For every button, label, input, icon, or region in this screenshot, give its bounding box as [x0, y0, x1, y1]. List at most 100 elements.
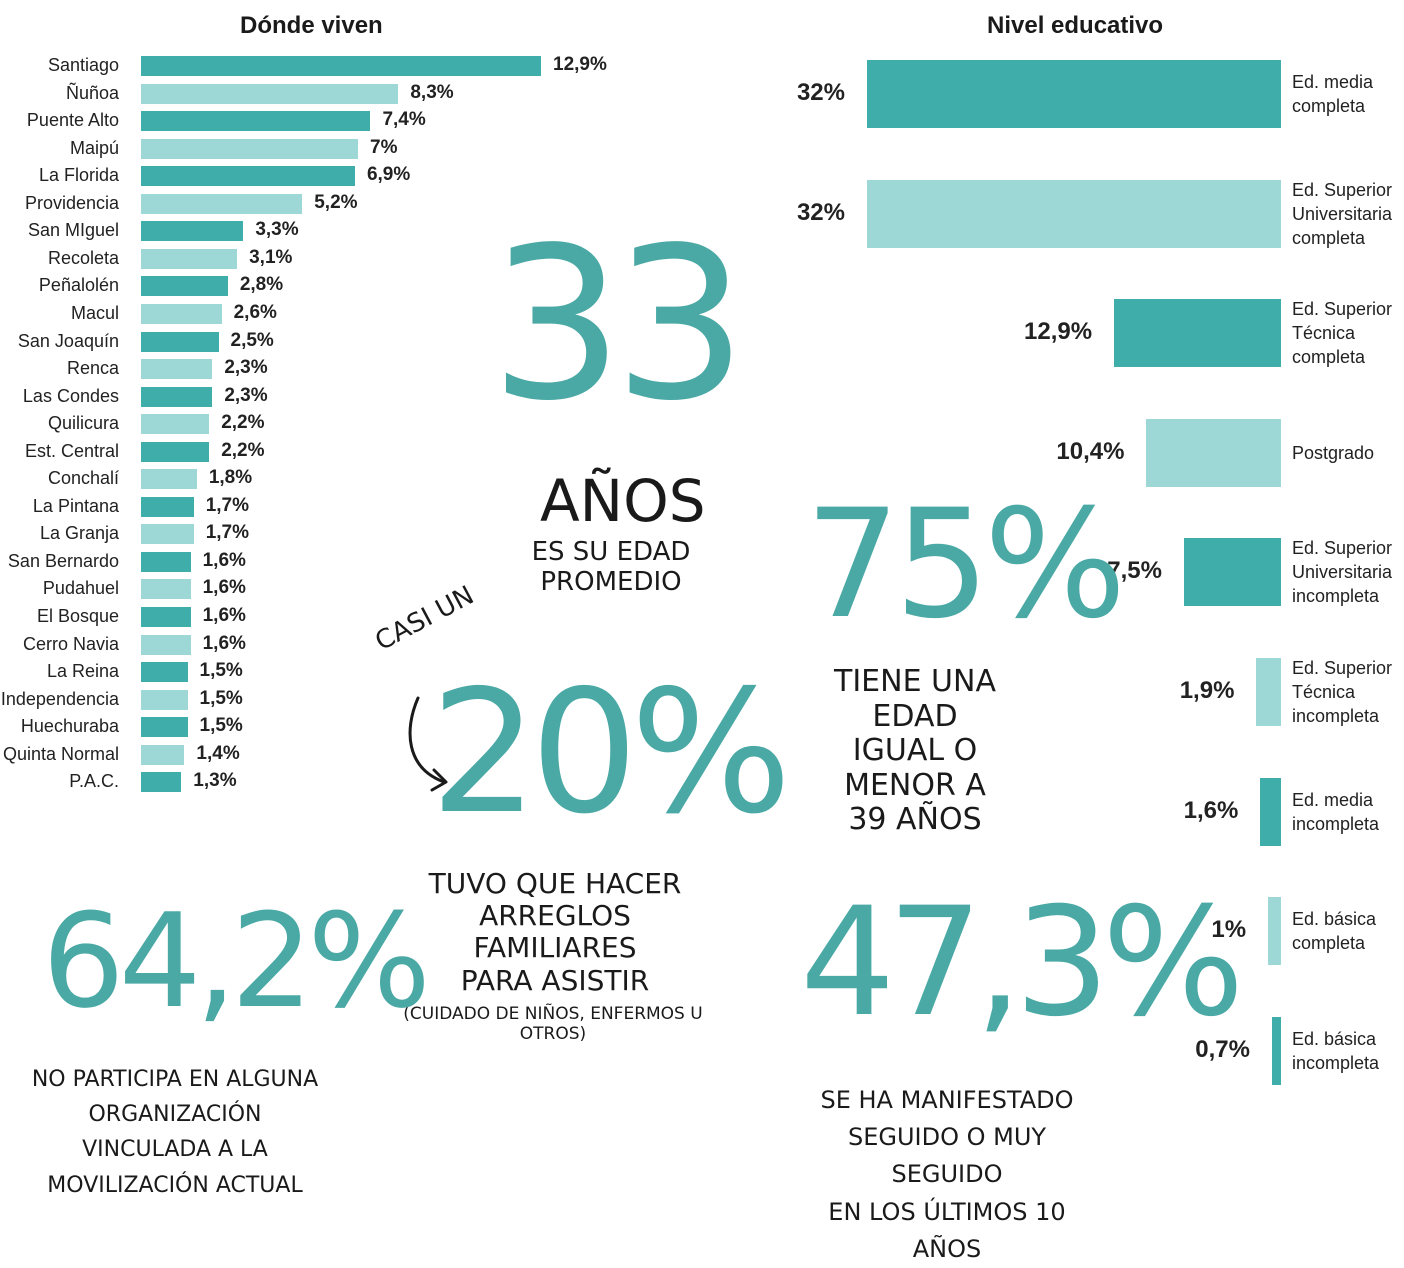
value-label: 1,6%: [202, 549, 246, 571]
category-label-line: Universitaria: [1292, 203, 1393, 224]
bar: [141, 166, 355, 187]
value-label: 3,1%: [249, 246, 293, 268]
bar: [867, 60, 1281, 128]
bar: [141, 83, 399, 104]
category-label: La Reina: [46, 661, 119, 682]
category-label: El Bosque: [36, 606, 119, 626]
category-label: Postgrado: [1292, 441, 1374, 465]
bar: [141, 276, 228, 297]
bar: [141, 634, 191, 655]
category-label-line: Ed. básica: [1292, 909, 1377, 930]
bar: [1114, 299, 1281, 368]
bar: [1146, 418, 1281, 487]
value-label: 1,5%: [199, 715, 243, 737]
category-label: Ed. Superior Técnica completa: [1292, 297, 1392, 369]
category-label: Huechuraba: [20, 716, 119, 737]
stat-average-age-caption: ES SU EDAD PROMEDIO: [531, 537, 691, 597]
value-label: 1,9%: [1179, 677, 1235, 704]
value-label: 1%: [1211, 916, 1247, 944]
category-label: San MIguel: [27, 220, 119, 241]
category-label: P.A.C.: [69, 771, 119, 792]
category-label-line: completa: [1292, 96, 1366, 116]
donde-viven-chart: Santiago 12,9% Ñuñoa 8,3% Puente Alto 7,4% Mai…: [0, 54, 607, 793]
category-label: Ed. media incompleta: [1292, 788, 1379, 836]
category-label: Maipú: [69, 137, 119, 158]
value-label: 1,5%: [199, 687, 243, 709]
value-label: 7,4%: [382, 109, 426, 131]
value-label: 7%: [370, 136, 398, 158]
value-label: 0,7%: [1195, 1035, 1250, 1063]
bar: [141, 579, 191, 600]
category-label: Ed. media completa: [1292, 70, 1373, 118]
stat-no-organization-caption: NO PARTICIPA EN ALGUNA ORGANIZACIÓN VINC…: [30, 1062, 320, 1203]
category-label-line: incompleta: [1292, 706, 1380, 726]
bar: [141, 551, 191, 572]
category-label-line: Ed. Superior: [1292, 538, 1393, 559]
caption-line: SEGUIDO O MUY SEGUIDO: [847, 1123, 1047, 1189]
category-label-line: completa: [1292, 933, 1366, 954]
category-label: Renca: [66, 358, 119, 379]
category-label-line: incompleta: [1292, 813, 1380, 834]
category-label: Independencia: [0, 688, 119, 709]
category-label-line: Técnica: [1292, 682, 1356, 702]
bar: [1256, 658, 1281, 726]
stat-under-39-caption: TIENE UNA EDAD IGUAL O MENOR A 39 AÑOS: [800, 664, 1030, 838]
caption-line: ARREGLOS FAMILIARES: [473, 899, 637, 965]
value-label: 10,4%: [1056, 437, 1125, 465]
category-label-line: Ed. básica: [1292, 1028, 1377, 1049]
stat-average-age-unit: AÑOS: [540, 467, 706, 535]
category-label-line: Ed. Superior: [1292, 658, 1393, 678]
category-label-line: Ed. media: [1292, 789, 1374, 810]
value-label: 7,5%: [1107, 557, 1162, 585]
bar: [141, 414, 210, 435]
category-label: San Joaquín: [17, 330, 119, 351]
category-label: Pudahuel: [42, 578, 119, 599]
caption-line: TIENE UNA EDAD: [834, 664, 996, 734]
bar: [1260, 777, 1281, 846]
caption-line: 39 AÑOS: [848, 802, 982, 837]
caption-line: NO PARTICIPA EN ALGUNA: [31, 1067, 319, 1092]
value-label: 1,6%: [202, 605, 246, 626]
bar: [141, 524, 194, 545]
stat-arrangements-caption: TUVO QUE HACER ARREGLOS FAMILIARES PARA …: [400, 867, 710, 997]
value-label: 12,9%: [1024, 318, 1093, 346]
category-label: La Pintana: [32, 495, 119, 516]
category-label-line: completa: [1292, 227, 1366, 248]
category-label: La Granja: [39, 523, 119, 544]
category-label: Santiago: [47, 55, 119, 75]
bar: [141, 386, 213, 407]
bar: [141, 469, 197, 490]
bar: [141, 56, 541, 76]
caption-line: ORGANIZACIÓN VINCULADA A LA: [82, 1102, 268, 1163]
bar: [141, 744, 185, 765]
bar: [141, 689, 188, 710]
bar: [141, 717, 188, 738]
stat-under-39-number: 75%: [805, 478, 1126, 652]
value-label: 6,9%: [366, 164, 411, 186]
bar: [141, 607, 191, 627]
caption-line: IGUAL O MENOR A: [844, 733, 986, 803]
value-label: 2,5%: [230, 329, 274, 351]
bar: [1268, 897, 1281, 966]
value-label: 32%: [796, 79, 845, 106]
value-label: 2,2%: [221, 412, 265, 434]
value-label: 1,6%: [1183, 796, 1239, 824]
curved-arrow-icon: [408, 696, 448, 792]
bar: [141, 359, 213, 380]
category-label-line: Postgrado: [1292, 442, 1375, 463]
bar: [141, 772, 182, 793]
stat-protests-caption: SE HA MANIFESTADO SEGUIDO O MUY SEGUIDO …: [812, 1082, 1082, 1268]
category-label: Quilicura: [47, 413, 119, 434]
category-label-line: Técnica: [1292, 323, 1356, 344]
category-label: Ñuñoa: [65, 82, 119, 103]
value-label: 2,3%: [224, 384, 268, 406]
category-label: Las Condes: [22, 385, 119, 406]
chart-title-donde-viven: Dónde viven: [240, 12, 383, 39]
value-label: 1,6%: [202, 632, 246, 654]
value-label: 1,8%: [208, 467, 253, 489]
category-label: Conchalí: [47, 468, 119, 489]
stat-no-organization-number: 64,2%: [42, 885, 431, 1037]
stat-average-age-number: 33: [490, 202, 747, 447]
bar: [141, 248, 238, 269]
bar: [141, 111, 371, 132]
